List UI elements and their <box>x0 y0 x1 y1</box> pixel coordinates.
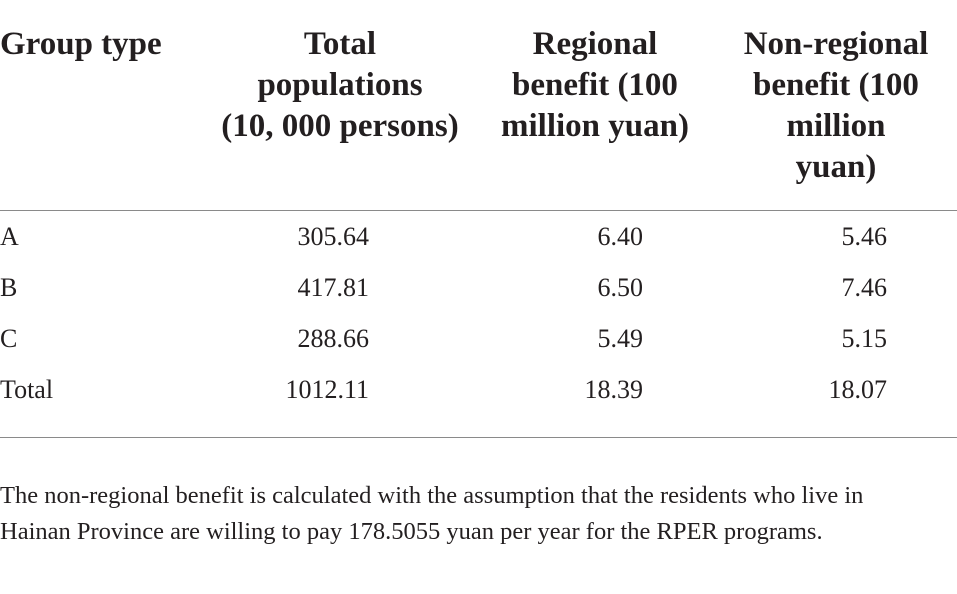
table-row: A 305.64 6.40 5.46 <box>0 211 957 263</box>
benefit-table: Group type Total populations (10, 000 pe… <box>0 0 957 416</box>
header-row: Group type Total populations (10, 000 pe… <box>0 0 957 211</box>
header-non-regional-benefit-line-1: Non-regional <box>743 26 929 62</box>
cell-group: B <box>0 272 18 302</box>
cell-non-regional-benefit: 5.46 <box>841 221 888 251</box>
cell-population: 417.81 <box>297 272 370 302</box>
header-group-type: Group type <box>0 0 205 211</box>
header-non-regional-benefit-line-4: yuan) <box>795 149 877 185</box>
header-non-regional-benefit-line-3: million <box>786 108 886 144</box>
table-row-total: Total 1012.11 18.39 18.07 <box>0 364 957 415</box>
header-non-regional-benefit: Non-regional benefit (100 million yuan) <box>715 0 957 211</box>
header-total-populations: Total populations (10, 000 persons) <box>205 0 475 211</box>
cell-group: A <box>0 221 19 251</box>
cell-regional-benefit: 5.49 <box>597 323 644 353</box>
cell-population: 1012.11 <box>285 374 369 404</box>
cell-regional-benefit: 18.39 <box>584 374 644 404</box>
cell-regional-benefit: 6.50 <box>597 272 644 302</box>
header-group-type-line-1: Group type <box>0 26 162 62</box>
cell-non-regional-benefit: 7.46 <box>841 272 888 302</box>
table-body: A 305.64 6.40 5.46 B 417.81 6.50 7.46 C … <box>0 211 957 416</box>
table-bottom-rule <box>0 437 957 438</box>
cell-regional-benefit: 6.40 <box>597 221 644 251</box>
header-total-populations-line-2: populations <box>257 67 423 103</box>
cell-group: C <box>0 323 18 353</box>
table-row: C 288.66 5.49 5.15 <box>0 313 957 364</box>
cell-population: 305.64 <box>297 221 370 251</box>
benefit-table-container: Group type Total populations (10, 000 pe… <box>0 0 957 416</box>
cell-non-regional-benefit: 5.15 <box>841 323 888 353</box>
header-total-populations-line-3: (10, 000 persons) <box>221 108 459 144</box>
header-regional-benefit: Regional benefit (100 million yuan) <box>475 0 715 211</box>
header-non-regional-benefit-line-2: benefit (100 <box>753 67 919 103</box>
header-total-populations-line-1: Total <box>303 26 377 62</box>
table-header: Group type Total populations (10, 000 pe… <box>0 0 957 211</box>
table-footnote: The non-regional benefit is calculated w… <box>0 482 864 545</box>
header-regional-benefit-line-1: Regional <box>532 26 658 62</box>
cell-non-regional-benefit: 18.07 <box>828 374 888 404</box>
header-regional-benefit-line-3: million yuan) <box>501 108 689 144</box>
table-row: B 417.81 6.50 7.46 <box>0 262 957 313</box>
cell-population: 288.66 <box>297 323 370 353</box>
cell-group: Total <box>0 374 54 404</box>
header-regional-benefit-line-2: benefit (100 <box>512 67 678 103</box>
